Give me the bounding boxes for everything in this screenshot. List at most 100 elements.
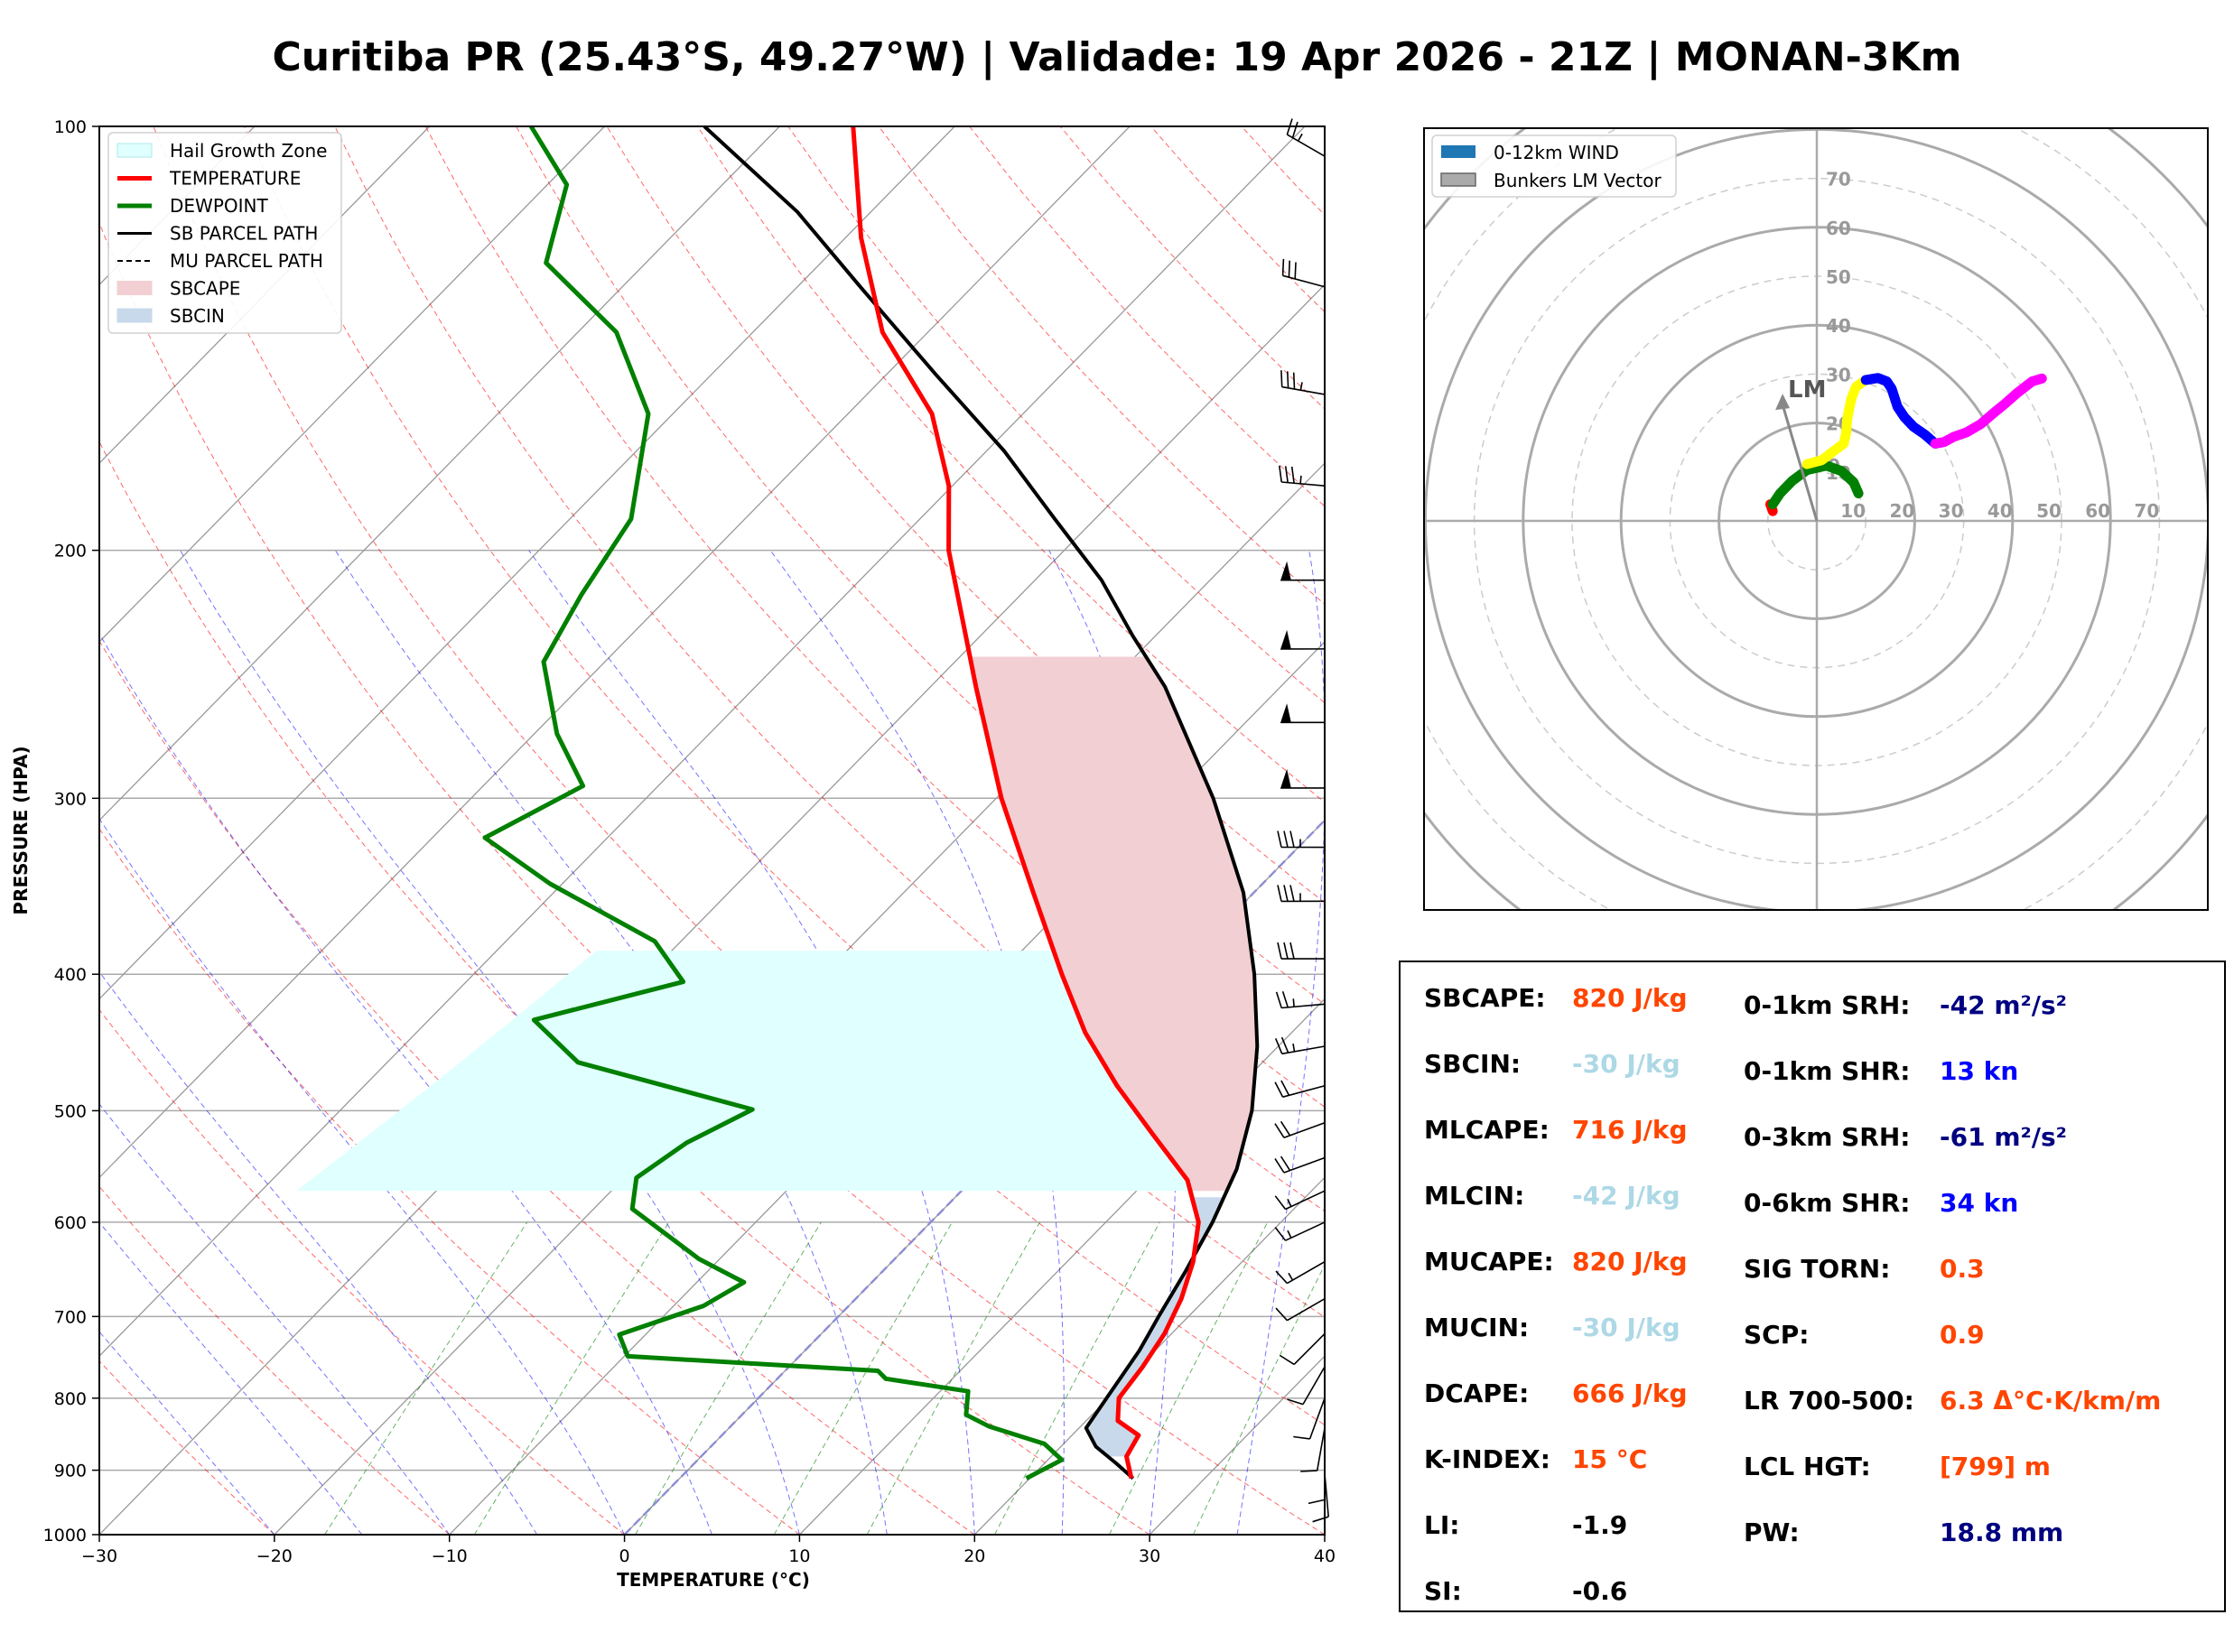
isotherm-line (99, 283, 1325, 1535)
bunkers-lm-arrowhead (1775, 394, 1791, 411)
isotherm-line (99, 126, 1306, 1358)
index-value: 15 °C (1572, 1444, 1648, 1474)
skewt-shaded-areas (296, 656, 1258, 1457)
index-label: SBCAPE: (1424, 983, 1546, 1013)
index-value: -30 J/kg (1572, 1313, 1680, 1342)
chart-title: Curitiba PR (25.43°S, 49.27°W) | Validad… (272, 34, 1962, 80)
hodograph-ring-label-x: 40 (1987, 500, 2013, 522)
index-value: 820 J/kg (1572, 983, 1688, 1013)
wind-barb (1281, 258, 1326, 288)
index-label: LI: (1424, 1510, 1460, 1540)
hodograph-ring-label-y: 70 (1826, 169, 1851, 190)
index-value: 666 J/kg (1572, 1378, 1688, 1408)
hodograph-ring-label-y: 60 (1826, 218, 1851, 239)
wind-barb (1280, 629, 1326, 650)
x-tick-label: 40 (1314, 1546, 1336, 1566)
hodograph-ring-label-x: 50 (2036, 500, 2062, 522)
hodograph-ring-label-x: 30 (1939, 500, 1964, 522)
moist-adiabat-line (99, 818, 626, 1535)
hodograph-legend-box (1431, 135, 1677, 198)
legend-box (107, 132, 342, 334)
skewt-legend: Hail Growth Zone TEMPERATURE DEWPOINT SB PA… (107, 132, 342, 334)
index-value: 0.9 (1940, 1320, 1985, 1350)
x-tick-label: −10 (432, 1546, 468, 1566)
wind-barb (1300, 1427, 1326, 1472)
index-label: MUCAPE: (1424, 1247, 1554, 1276)
hodograph-segment-magenta (1930, 373, 2047, 449)
isotherm-line (973, 1176, 1325, 1535)
wind-barb (1279, 465, 1326, 487)
moist-adiabat-line (99, 1331, 275, 1535)
y-tick-label: 1000 (43, 1526, 87, 1545)
moist-adiabat-line (180, 550, 800, 1535)
dry-adiabat-line (153, 126, 1325, 1426)
x-tick-label: −30 (81, 1546, 117, 1566)
y-tick-label: 700 (54, 1307, 87, 1327)
index-label: MUCIN: (1424, 1313, 1530, 1342)
index-value: 6.3 Δ°C·K/km/m (1940, 1386, 2162, 1415)
dewpoint-line (482, 126, 1065, 1480)
legend-label: SB PARCEL PATH (170, 223, 318, 245)
index-label: LR 700-500: (1744, 1386, 1914, 1415)
isotherm-line (99, 126, 431, 465)
dry-adiabat-line (99, 1185, 451, 1535)
y-tick-label: 900 (54, 1462, 87, 1481)
dry-adiabat-line (99, 221, 1325, 1535)
wind-barb (1312, 1473, 1329, 1523)
wind-barb (1274, 1120, 1326, 1138)
moist-adiabat-line (334, 550, 888, 1535)
index-label: SBCIN: (1424, 1049, 1522, 1079)
hodograph-ring-label-x: 10 (1840, 500, 1866, 522)
index-label: 0-1km SRH: (1744, 990, 1911, 1020)
wind-barb (1274, 1190, 1326, 1211)
mixing-ratio-line (866, 1221, 1040, 1535)
legend-swatch (116, 143, 153, 158)
y-tick-label: 800 (54, 1389, 87, 1409)
index-label: SIG TORN: (1744, 1254, 1891, 1284)
dry-adiabat-line (243, 126, 1325, 1318)
wind-barb (1280, 561, 1326, 581)
legend-swatch (116, 308, 153, 323)
hodograph-ring-label-y: 30 (1826, 364, 1851, 385)
wind-barb (1275, 1298, 1326, 1322)
hodograph-segment-blue (1860, 373, 1941, 449)
hodograph-segment-green (1767, 460, 1864, 510)
x-tick-label: 30 (1139, 1546, 1160, 1566)
wind-barb (1275, 991, 1326, 1009)
index-label: DCAPE: (1424, 1378, 1530, 1408)
bunkers-lm-vector (1781, 404, 1819, 522)
index-label: SCP: (1744, 1320, 1810, 1350)
sbcape-area (970, 656, 1258, 1192)
wind-barb (1274, 1221, 1326, 1241)
isotherm-line (99, 126, 605, 643)
hodograph-ring-label-y: 40 (1826, 315, 1851, 337)
hodograph-ring-label-x: 70 (2134, 500, 2159, 522)
index-label: K-INDEX: (1424, 1444, 1550, 1474)
index-value: -0.6 (1572, 1576, 1628, 1606)
dry-adiabat-line (99, 640, 975, 1535)
mixing-ratio-line (473, 1221, 670, 1535)
hodograph-legend-label: Bunkers LM Vector (1494, 170, 1662, 191)
x-tick-label: 0 (619, 1546, 630, 1566)
moist-adiabat-line (99, 970, 538, 1535)
bunkers-lm-label: LM (1788, 376, 1826, 404)
wind-barb (1275, 1260, 1326, 1285)
moist-adiabat-line (99, 633, 712, 1535)
x-tick-label: 10 (788, 1546, 810, 1566)
wind-barb (1287, 1366, 1326, 1406)
dry-adiabat-line (424, 126, 1325, 1108)
hodograph-frame (1423, 127, 2209, 911)
wind-barb (1274, 1036, 1326, 1055)
dry-adiabat-line (99, 828, 800, 1535)
wind-barb (1280, 768, 1326, 789)
isotherm-line (99, 126, 780, 821)
legend-swatch (116, 281, 153, 295)
index-value: -1.9 (1572, 1510, 1628, 1540)
isotherm-line (99, 126, 256, 286)
skewt-background-lines (99, 126, 1325, 1535)
legend-label: SBCAPE (170, 278, 240, 300)
wind-barb (1277, 885, 1326, 903)
index-value: [799] m (1940, 1452, 2051, 1481)
